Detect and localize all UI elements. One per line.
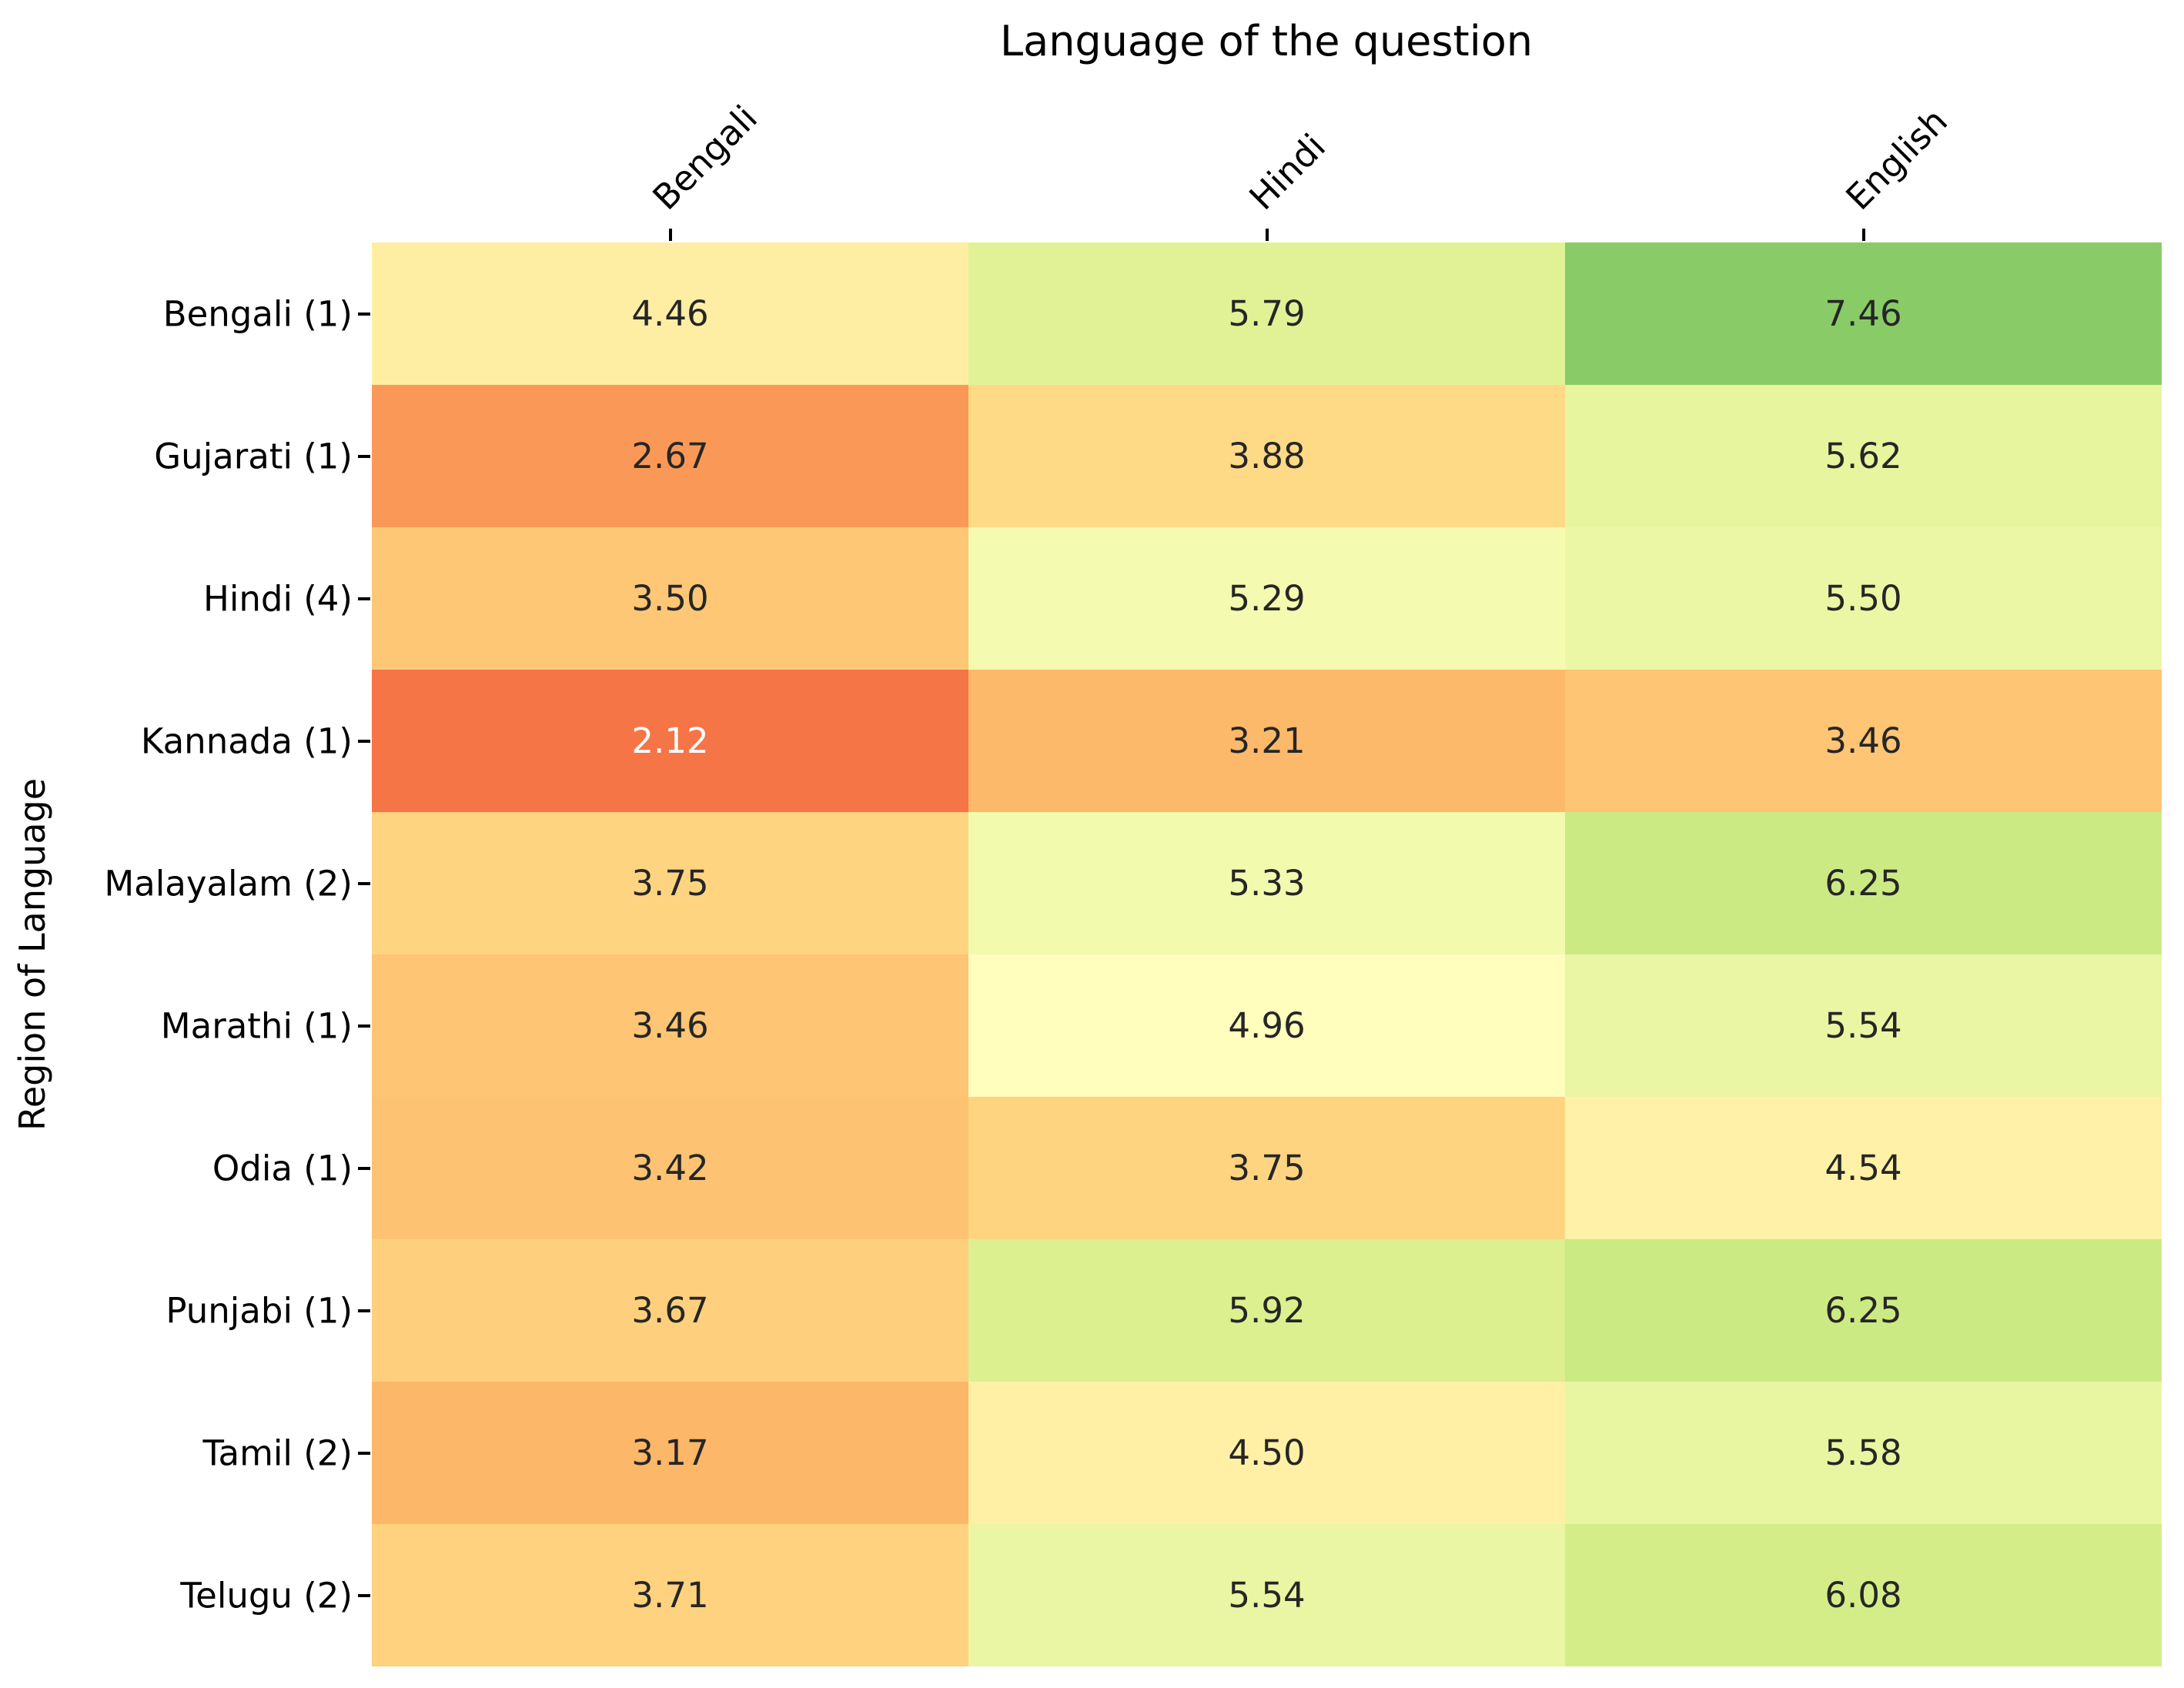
y-tick-mark	[358, 1451, 370, 1455]
row-label: Malayalam (2)	[104, 863, 353, 904]
row-label: Marathi (1)	[160, 1005, 353, 1046]
cell-value: 7.46	[1824, 293, 1902, 334]
cell-value: 3.75	[631, 863, 709, 904]
heatmap-cell: 3.75	[968, 1097, 1565, 1239]
heatmap-cell: 3.21	[968, 670, 1565, 812]
heatmap-cell: 3.42	[372, 1097, 968, 1239]
row-label: Gujarati (1)	[154, 436, 353, 476]
row-label: Punjabi (1)	[166, 1290, 353, 1331]
cell-value: 6.25	[1824, 1290, 1902, 1331]
heatmap-cell: 4.50	[968, 1382, 1565, 1524]
column-label: English	[1838, 100, 1955, 218]
cell-value: 6.08	[1824, 1575, 1902, 1616]
heatmap-grid: 4.46 5.79 7.46 2.67 3.88 5.62 3.50 5.29 5.50 2.12…	[372, 242, 2162, 1666]
cell-value: 3.71	[631, 1575, 709, 1616]
cell-value: 5.79	[1228, 293, 1306, 334]
row-label: Tamil (2)	[202, 1432, 353, 1473]
heatmap-cell: 7.46	[1565, 242, 2162, 385]
heatmap-cell: 5.50	[1565, 527, 2162, 670]
heatmap-cell: 4.46	[372, 242, 968, 385]
heatmap-cell: 4.96	[968, 954, 1565, 1097]
x-axis-title: Language of the question	[1000, 17, 1533, 65]
y-tick-mark	[358, 312, 370, 316]
row-label: Telugu (2)	[180, 1575, 353, 1616]
heatmap-cell: 5.58	[1565, 1382, 2162, 1524]
cell-value: 4.54	[1824, 1148, 1902, 1188]
cell-value: 3.75	[1228, 1148, 1306, 1188]
cell-value: 3.50	[631, 578, 709, 619]
heatmap-cell: 2.12	[372, 670, 968, 812]
cell-value: 3.42	[631, 1148, 709, 1188]
heatmap-cell: 6.25	[1565, 812, 2162, 954]
heatmap-cell: 3.88	[968, 385, 1565, 527]
heatmap-cell: 5.92	[968, 1239, 1565, 1382]
y-axis-title: Region of Language	[12, 777, 53, 1131]
heatmap-cell: 3.46	[372, 954, 968, 1097]
heatmap-cell: 4.54	[1565, 1097, 2162, 1239]
cell-value: 3.67	[631, 1290, 709, 1331]
y-tick-mark	[358, 1166, 370, 1170]
cell-value: 5.50	[1824, 578, 1902, 619]
column-label: Bengali	[644, 97, 765, 218]
heatmap-cell: 5.62	[1565, 385, 2162, 527]
x-tick-mark	[1265, 229, 1269, 241]
cell-value: 4.50	[1228, 1432, 1306, 1473]
y-tick-mark	[358, 1309, 370, 1312]
y-tick-mark	[358, 739, 370, 743]
heatmap-cell: 5.33	[968, 812, 1565, 954]
cell-value: 5.54	[1824, 1005, 1902, 1046]
cell-value: 6.25	[1824, 863, 1902, 904]
cell-value: 4.46	[631, 293, 709, 334]
heatmap-cell: 3.71	[372, 1524, 968, 1666]
column-label: Hindi	[1241, 125, 1333, 218]
heatmap-cell: 5.79	[968, 242, 1565, 385]
heatmap-cell: 3.50	[372, 527, 968, 670]
cell-value: 3.46	[631, 1005, 709, 1046]
cell-value: 5.62	[1824, 436, 1902, 476]
y-tick-mark	[358, 1593, 370, 1597]
cell-value: 3.46	[1824, 720, 1902, 761]
heatmap-cell: 3.75	[372, 812, 968, 954]
cell-value: 5.29	[1228, 578, 1306, 619]
heatmap-cell: 3.67	[372, 1239, 968, 1382]
row-label: Kannada (1)	[140, 720, 353, 761]
cell-value: 2.12	[631, 720, 709, 761]
cell-value: 5.58	[1824, 1432, 1902, 1473]
x-tick-mark	[1861, 229, 1865, 241]
row-label: Odia (1)	[212, 1148, 353, 1188]
heatmap-cell: 3.17	[372, 1382, 968, 1524]
cell-value: 5.54	[1228, 1575, 1306, 1616]
y-tick-mark	[358, 597, 370, 600]
heatmap-cell: 3.46	[1565, 670, 2162, 812]
cell-value: 3.88	[1228, 436, 1306, 476]
y-tick-mark	[358, 454, 370, 458]
cell-value: 5.92	[1228, 1290, 1306, 1331]
heatmap-cell: 2.67	[372, 385, 968, 527]
cell-value: 4.96	[1228, 1005, 1306, 1046]
heatmap-cell: 6.25	[1565, 1239, 2162, 1382]
cell-value: 3.21	[1228, 720, 1306, 761]
cell-value: 2.67	[631, 436, 709, 476]
cell-value: 3.17	[631, 1432, 709, 1473]
heatmap-cell: 5.29	[968, 527, 1565, 670]
row-label: Hindi (4)	[203, 578, 353, 619]
heatmap-cell: 5.54	[968, 1524, 1565, 1666]
heatmap-cell: 5.54	[1565, 954, 2162, 1097]
x-tick-mark	[668, 229, 672, 241]
y-tick-mark	[358, 881, 370, 885]
row-label: Bengali (1)	[162, 293, 353, 334]
y-tick-mark	[358, 1024, 370, 1028]
cell-value: 5.33	[1228, 863, 1306, 904]
heatmap-cell: 6.08	[1565, 1524, 2162, 1666]
